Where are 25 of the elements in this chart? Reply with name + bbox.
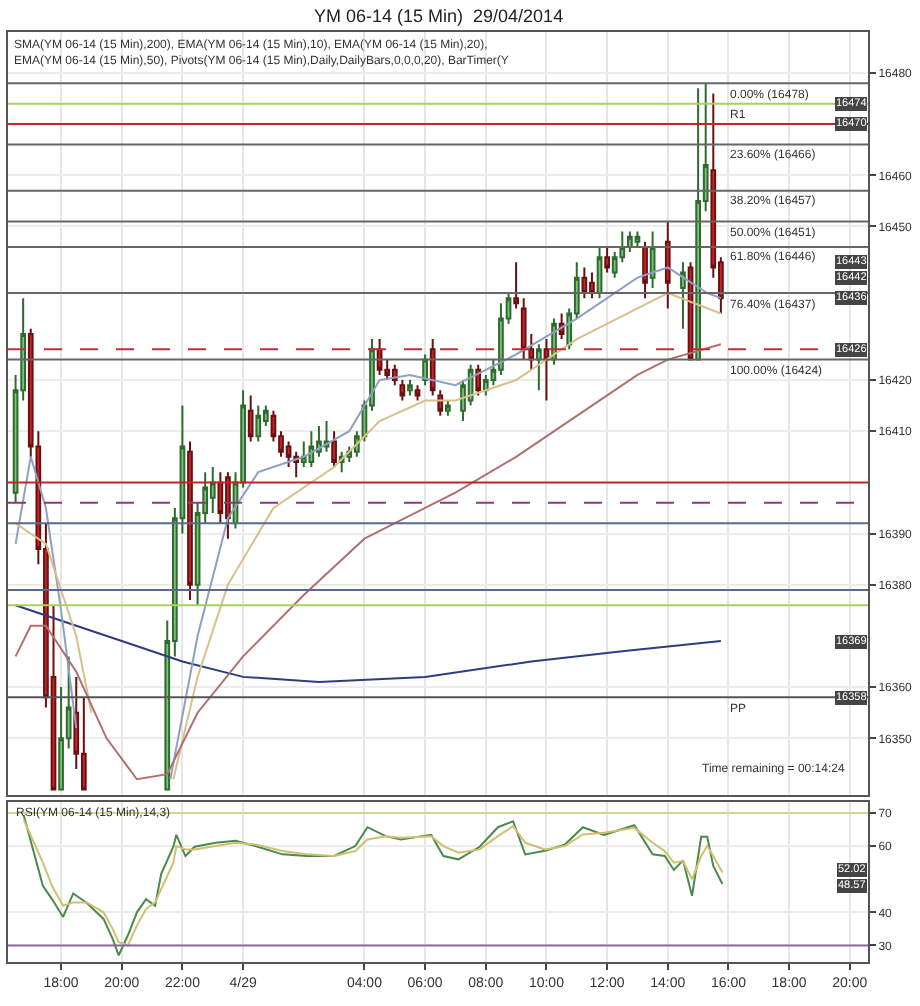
- candlestick: [536, 343, 542, 392]
- candlestick: [642, 240, 648, 300]
- candlestick: [634, 230, 641, 248]
- candlestick: [581, 266, 588, 300]
- candlestick: [414, 384, 421, 402]
- candlestick: [520, 297, 527, 361]
- candlestick: [695, 87, 701, 361]
- candlestick: [664, 220, 671, 310]
- candlestick: [589, 271, 595, 300]
- candlestick: [407, 379, 413, 397]
- candlestick: [255, 404, 262, 443]
- candlestick: [247, 394, 254, 443]
- candlestick: [308, 430, 315, 469]
- candlestick: [680, 261, 686, 330]
- candlestick: [627, 230, 633, 254]
- candlestick: [543, 338, 550, 402]
- candlestick: [475, 363, 482, 397]
- candlestick: [513, 261, 519, 310]
- line-series: [14, 604, 722, 683]
- candlestick: [445, 399, 451, 417]
- candlestick: [604, 245, 610, 274]
- candlestick: [649, 230, 656, 289]
- candlestick: [209, 466, 216, 515]
- candlestick: [331, 430, 337, 469]
- chart-title: YM 06-14 (15 Min) 29/04/2014: [314, 6, 564, 26]
